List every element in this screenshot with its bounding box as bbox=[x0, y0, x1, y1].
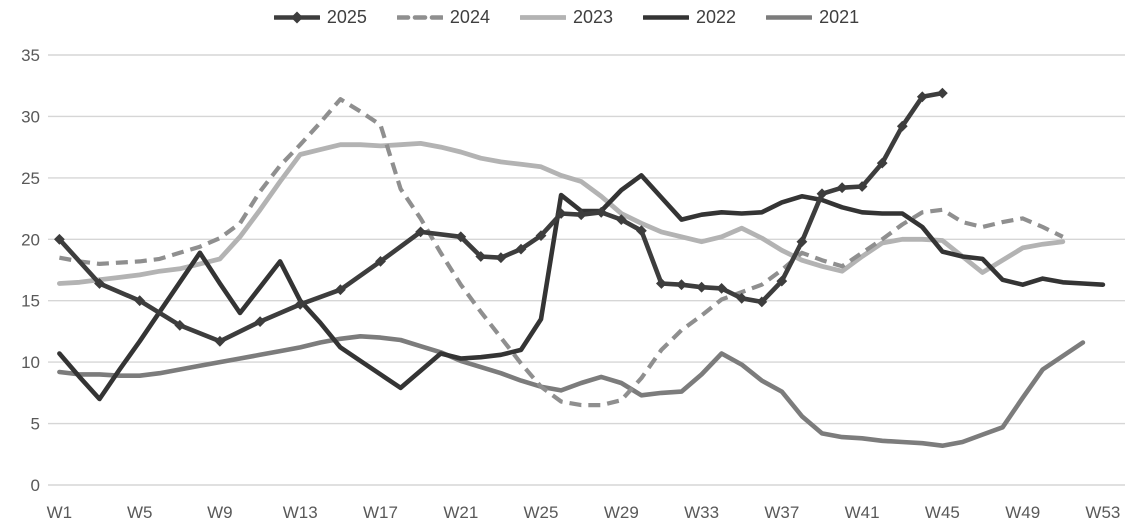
legend-label: 2025 bbox=[326, 7, 367, 27]
svg-text:W9: W9 bbox=[207, 503, 233, 522]
legend-label: 2021 bbox=[819, 7, 860, 27]
svg-text:W5: W5 bbox=[127, 503, 153, 522]
svg-text:W25: W25 bbox=[524, 503, 559, 522]
svg-text:W41: W41 bbox=[845, 503, 880, 522]
legend: 2025 2024 2023 2022 2021 bbox=[0, 5, 1133, 29]
svg-text:5: 5 bbox=[31, 415, 40, 434]
legend-item-2025: 2025 bbox=[273, 5, 367, 29]
svg-text:W33: W33 bbox=[684, 503, 719, 522]
svg-text:W1: W1 bbox=[47, 503, 73, 522]
legend-label: 2022 bbox=[696, 7, 737, 27]
legend-item-2021: 2021 bbox=[766, 5, 859, 29]
svg-text:10: 10 bbox=[21, 353, 40, 372]
legend-line-2022-icon bbox=[643, 14, 690, 20]
legend-line-2021-icon bbox=[766, 14, 813, 20]
svg-text:W29: W29 bbox=[604, 503, 639, 522]
svg-text:15: 15 bbox=[21, 292, 40, 311]
legend-item-2022: 2022 bbox=[643, 5, 736, 29]
svg-text:W37: W37 bbox=[764, 503, 799, 522]
legend-label: 2023 bbox=[572, 7, 614, 27]
legend-line-2023-icon bbox=[519, 14, 566, 20]
svg-text:20: 20 bbox=[21, 230, 40, 249]
svg-text:W21: W21 bbox=[443, 503, 478, 522]
legend-line-2025-icon bbox=[273, 11, 320, 23]
svg-text:W13: W13 bbox=[283, 503, 318, 522]
svg-text:30: 30 bbox=[21, 107, 40, 126]
legend-item-2024: 2024 bbox=[396, 5, 490, 29]
svg-text:35: 35 bbox=[21, 46, 40, 65]
svg-text:W49: W49 bbox=[1005, 503, 1040, 522]
svg-text:W17: W17 bbox=[363, 503, 398, 522]
svg-text:W53: W53 bbox=[1085, 503, 1120, 522]
legend-line-2024-icon bbox=[396, 14, 443, 20]
legend-item-2023: 2023 bbox=[519, 5, 614, 29]
svg-text:25: 25 bbox=[21, 169, 40, 188]
legend-label: 2024 bbox=[449, 7, 490, 27]
svg-text:W45: W45 bbox=[925, 503, 960, 522]
svg-text:0: 0 bbox=[31, 476, 40, 495]
